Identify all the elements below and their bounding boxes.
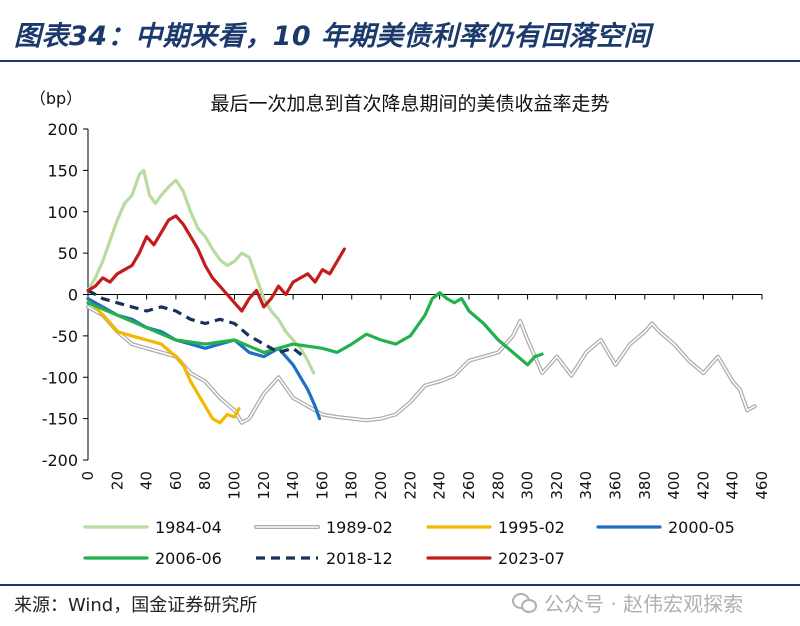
y-tick-label: 150 (47, 161, 78, 180)
series-1995-02 (86, 297, 241, 425)
header-divider (0, 60, 800, 62)
x-tick-label: 440 (724, 471, 742, 500)
legend-item: 1989-02 (254, 518, 393, 537)
legend-label: 2023-07 (498, 549, 565, 568)
x-tick-label: 20 (108, 471, 126, 490)
x-tick-label: 140 (284, 471, 302, 500)
y-tick-label: -150 (42, 410, 78, 429)
watermark: 公众号 · 赵伟宏观探索 (512, 587, 743, 617)
chart-axes: -200 -150 -100 -50 0 50 100 150 200 0 20 40 60 80 100 1… (42, 120, 771, 500)
x-tick-label: 400 (665, 471, 683, 500)
x-tick-label: 60 (167, 471, 185, 490)
series-2006-06 (86, 291, 544, 367)
y-axis-unit: （bp） (30, 89, 82, 108)
x-tick-label: 360 (606, 471, 624, 500)
y-tick-label: 50 (58, 244, 78, 263)
x-tick-label: 220 (401, 471, 419, 500)
legend-label: 1995-02 (498, 518, 565, 537)
watermark-text: 公众号 · 赵伟宏观探索 (544, 591, 744, 616)
series-2000-05 (86, 297, 322, 421)
legend-item: 1995-02 (426, 518, 565, 537)
series-line (87, 289, 306, 358)
series-line (86, 214, 346, 313)
series-1989-02 (86, 304, 757, 425)
x-tick-label: 200 (372, 471, 390, 500)
chart-title: 最后一次加息到首次降息期间的美债收益率走势 (210, 93, 609, 115)
legend-label: 2006-06 (155, 549, 222, 568)
legend-item: 2018-12 (256, 549, 393, 568)
x-tick-label: 240 (431, 471, 449, 500)
x-tick-label: 160 (313, 471, 331, 500)
y-tick-label: -100 (42, 368, 78, 387)
x-tick-label: 180 (343, 471, 361, 500)
x-tick-label: 320 (548, 471, 566, 500)
x-tick-label: 80 (196, 471, 214, 490)
x-tick-label: 260 (460, 471, 478, 500)
series-2018-12 (87, 289, 306, 358)
chart-legend: 1984-04 1989-02 1995-02 2000-05 2006-06 2018-… (83, 518, 735, 568)
legend-label: 2000-05 (668, 518, 735, 537)
legend-label: 1989-02 (326, 518, 393, 537)
x-tick-label: 420 (694, 471, 712, 500)
legend-label: 2018-12 (326, 549, 393, 568)
series-line (86, 297, 322, 421)
x-tick-label: 380 (636, 471, 654, 500)
figure-title: 图表34：中期来看，10 年期美债利率仍有回落空间 (14, 21, 652, 52)
x-tick-label: 100 (226, 471, 244, 500)
x-tick-label: 120 (255, 471, 273, 500)
series-line (86, 297, 241, 425)
series-layer (86, 168, 757, 425)
y-tick-label: 200 (47, 120, 78, 139)
wechat-icon (512, 591, 538, 613)
y-tick-label: -50 (52, 327, 78, 346)
series-line (86, 291, 544, 367)
series-1984-04 (86, 168, 316, 375)
footer-divider (0, 584, 800, 586)
series-2023-07 (86, 214, 346, 313)
report-header: 图表34：中期来看，10 年期美债利率仍有回落空间 (0, 0, 800, 64)
x-tick-label: 0 (79, 471, 97, 481)
x-tick-label: 340 (577, 471, 595, 500)
x-tick-label: 40 (138, 471, 156, 490)
series-line-outer (86, 304, 757, 425)
y-tick-label: -200 (42, 451, 78, 470)
x-tick-label: 460 (753, 471, 771, 500)
series-line-inner (87, 306, 756, 424)
legend-label: 1984-04 (155, 518, 222, 537)
yield-chart: 最后一次加息到首次降息期间的美债收益率走势 （bp） -200-150-100-… (30, 89, 771, 568)
legend-item: 1984-04 (83, 518, 222, 537)
series-line (86, 168, 316, 375)
legend-item: 2000-05 (596, 518, 735, 537)
y-tick-label: 0 (68, 286, 78, 305)
source-note: 来源：Wind，国金证券研究所 (14, 595, 258, 616)
legend-item: 2006-06 (83, 549, 222, 568)
y-tick-label: 100 (47, 203, 78, 222)
legend-item: 2023-07 (426, 549, 565, 568)
x-tick-label: 300 (519, 471, 537, 500)
x-tick-label: 280 (489, 471, 507, 500)
